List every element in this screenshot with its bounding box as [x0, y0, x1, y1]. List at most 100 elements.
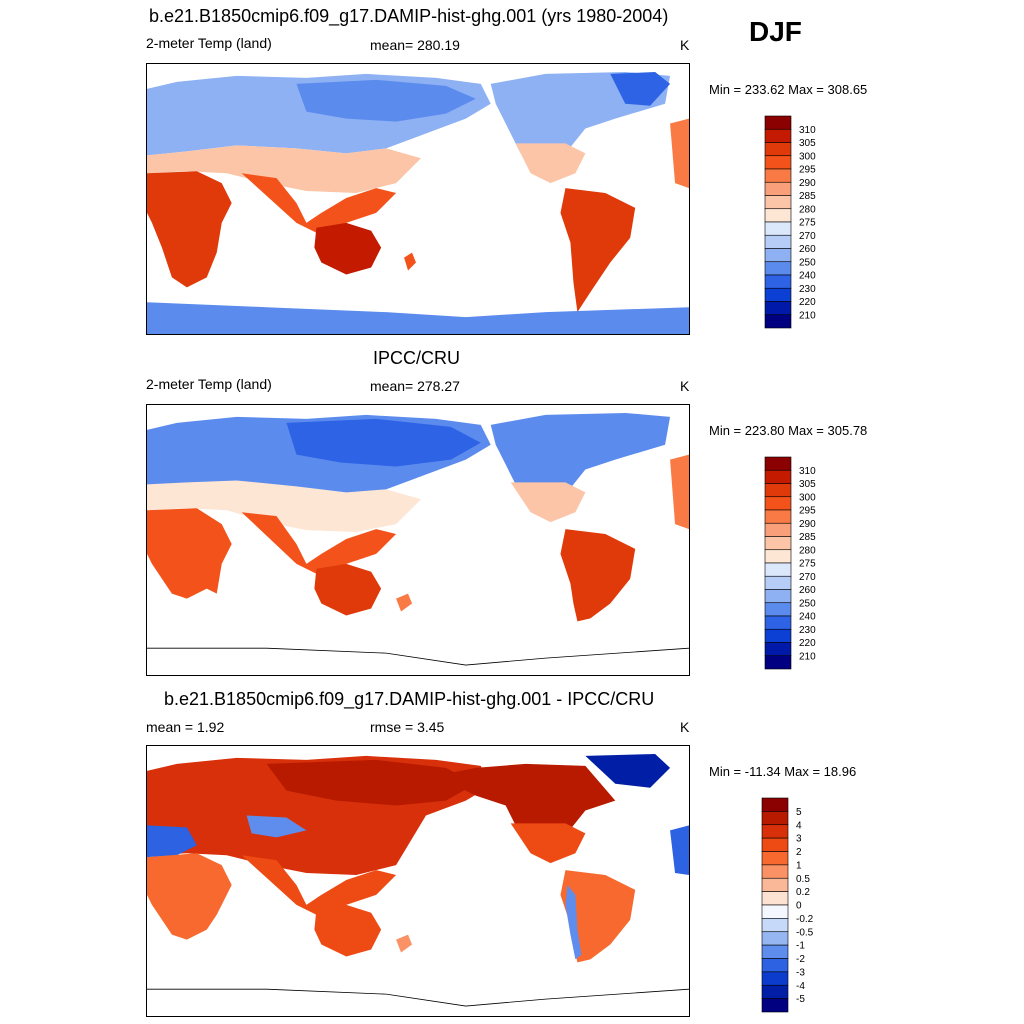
- colorbar-tick-label: 5: [796, 807, 802, 818]
- panel1-greenland: [610, 71, 671, 106]
- panel1-title: b.e21.B1850cmip6.f09_g17.DAMIP-hist-ghg.…: [149, 6, 669, 26]
- panel3-australia: [314, 904, 382, 957]
- colorbar-swatch: [764, 496, 792, 511]
- panel3-map: [146, 745, 690, 1017]
- colorbar-swatch: [764, 522, 792, 537]
- colorbar-swatch: [764, 562, 792, 577]
- colorbar-tick-label: 270: [799, 231, 816, 242]
- colorbar-tick-label: 280: [799, 545, 816, 556]
- panel2-south-america: [560, 529, 636, 622]
- panel1-colorbar-svg: 310 305 300 295 290 285 280 275 270 260 250 240 230 2…: [764, 115, 816, 329]
- panel2-map: [146, 404, 690, 676]
- colorbar-swatch: [761, 824, 789, 839]
- colorbar-tick-label: 220: [799, 297, 816, 308]
- panel3-india-seasia: [241, 855, 397, 915]
- colorbar-swatch: [761, 958, 789, 973]
- colorbar-tick-label: 2: [796, 847, 802, 858]
- colorbar-swatch: [764, 287, 792, 302]
- panel2-usa: [510, 482, 586, 523]
- colorbar-swatch: [761, 984, 789, 999]
- colorbar-tick-label: 300: [799, 492, 816, 503]
- panel1-eurasia-mid: [147, 145, 421, 194]
- colorbar-tick-label: 230: [799, 625, 816, 636]
- colorbar-swatch: [761, 944, 789, 959]
- colorbar-swatch: [764, 274, 792, 289]
- panel1-south-america: [560, 188, 636, 313]
- colorbar-swatch: [764, 536, 792, 551]
- colorbar-tick-label: 4: [796, 820, 802, 831]
- panel1-map-svg: [147, 71, 689, 334]
- colorbar-tick-label: 250: [799, 257, 816, 268]
- colorbar-swatch: [764, 469, 792, 484]
- panel3-greenland-cold: [585, 753, 671, 788]
- colorbar-tick-label: 240: [799, 612, 816, 623]
- colorbar-tick-label: -0.5: [796, 927, 814, 938]
- colorbar-tick-label: 250: [799, 598, 816, 609]
- colorbar-tick-label: 295: [799, 165, 816, 176]
- colorbar-tick-label: 260: [799, 244, 816, 255]
- colorbar-swatch: [764, 642, 792, 657]
- colorbar-tick-label: 220: [799, 638, 816, 649]
- colorbar-tick-label: 1: [796, 860, 802, 871]
- colorbar-tick-label: 305: [799, 138, 816, 149]
- colorbar-tick-label: 290: [799, 519, 816, 530]
- colorbar-swatch: [761, 918, 789, 933]
- colorbar-tick-label: 0: [796, 901, 802, 912]
- panel2-north-america: [490, 412, 671, 505]
- colorbar-tick-label: -4: [796, 981, 805, 992]
- colorbar-swatch: [761, 811, 789, 826]
- panel1-india-seasia: [241, 173, 397, 233]
- panel2-nz: [396, 593, 413, 612]
- colorbar-tick-label: 275: [799, 559, 816, 570]
- panel3-north-america: [435, 763, 616, 846]
- colorbar-swatch: [761, 864, 789, 879]
- colorbar-swatch: [764, 509, 792, 524]
- panel1-africa: [147, 171, 232, 288]
- colorbar-swatch: [761, 877, 789, 892]
- colorbar-tick-label: 230: [799, 284, 816, 295]
- colorbar-tick-label: 310: [799, 466, 816, 477]
- colorbar-swatch: [761, 837, 789, 852]
- panel2-minmax: Min = 223.80 Max = 305.78: [709, 423, 868, 438]
- panel3-antarctica-outline: [147, 988, 689, 1007]
- colorbar-swatch: [761, 931, 789, 946]
- colorbar-tick-label: 210: [799, 310, 816, 321]
- panel3-tibet-cold: [246, 815, 307, 838]
- colorbar-swatch: [764, 128, 792, 143]
- panel2-eurasia-mid: [147, 480, 421, 533]
- panel2-siberia-cold: [286, 418, 481, 467]
- colorbar-swatch: [764, 602, 792, 617]
- colorbar-swatch: [764, 195, 792, 210]
- colorbar-swatch: [764, 483, 792, 498]
- colorbar-tick-label: -1: [796, 941, 805, 952]
- colorbar-swatch: [764, 575, 792, 590]
- panel3-south-america: [560, 870, 636, 963]
- panel1-mean-label: mean= 280.19: [370, 37, 460, 53]
- panel3-map-svg: [147, 753, 689, 1007]
- panel3-units-label: K: [680, 719, 690, 735]
- panel1-units-label: K: [680, 37, 690, 53]
- colorbar-swatch: [764, 142, 792, 157]
- season-label: DJF: [749, 16, 802, 47]
- colorbar-swatch: [764, 181, 792, 196]
- panel2-antarctica-outline: [147, 647, 689, 666]
- panel2-india-seasia: [241, 512, 397, 574]
- colorbar-tick-label: 210: [799, 651, 816, 662]
- panel3-sahara-cold: [147, 825, 197, 858]
- colorbar-swatch: [764, 221, 792, 236]
- colorbar-tick-label: 3: [796, 834, 802, 845]
- colorbar-swatch: [764, 115, 792, 130]
- colorbar-tick-label: -2: [796, 954, 805, 965]
- colorbar-swatch: [764, 261, 792, 276]
- panel3-africa: [147, 853, 232, 940]
- colorbar-swatch: [764, 655, 792, 670]
- colorbar-swatch: [761, 904, 789, 919]
- panel2-units-label: K: [680, 378, 690, 394]
- panel2-australia: [314, 563, 382, 616]
- panel3-mean-label: mean = 1.92: [146, 719, 225, 735]
- colorbar-swatch: [761, 971, 789, 986]
- panel2-europe-east-edge: [670, 454, 689, 530]
- panel3-siberia-warm: [266, 759, 476, 806]
- panel1-antarctica: [147, 302, 689, 334]
- colorbar-tick-label: 285: [799, 532, 816, 543]
